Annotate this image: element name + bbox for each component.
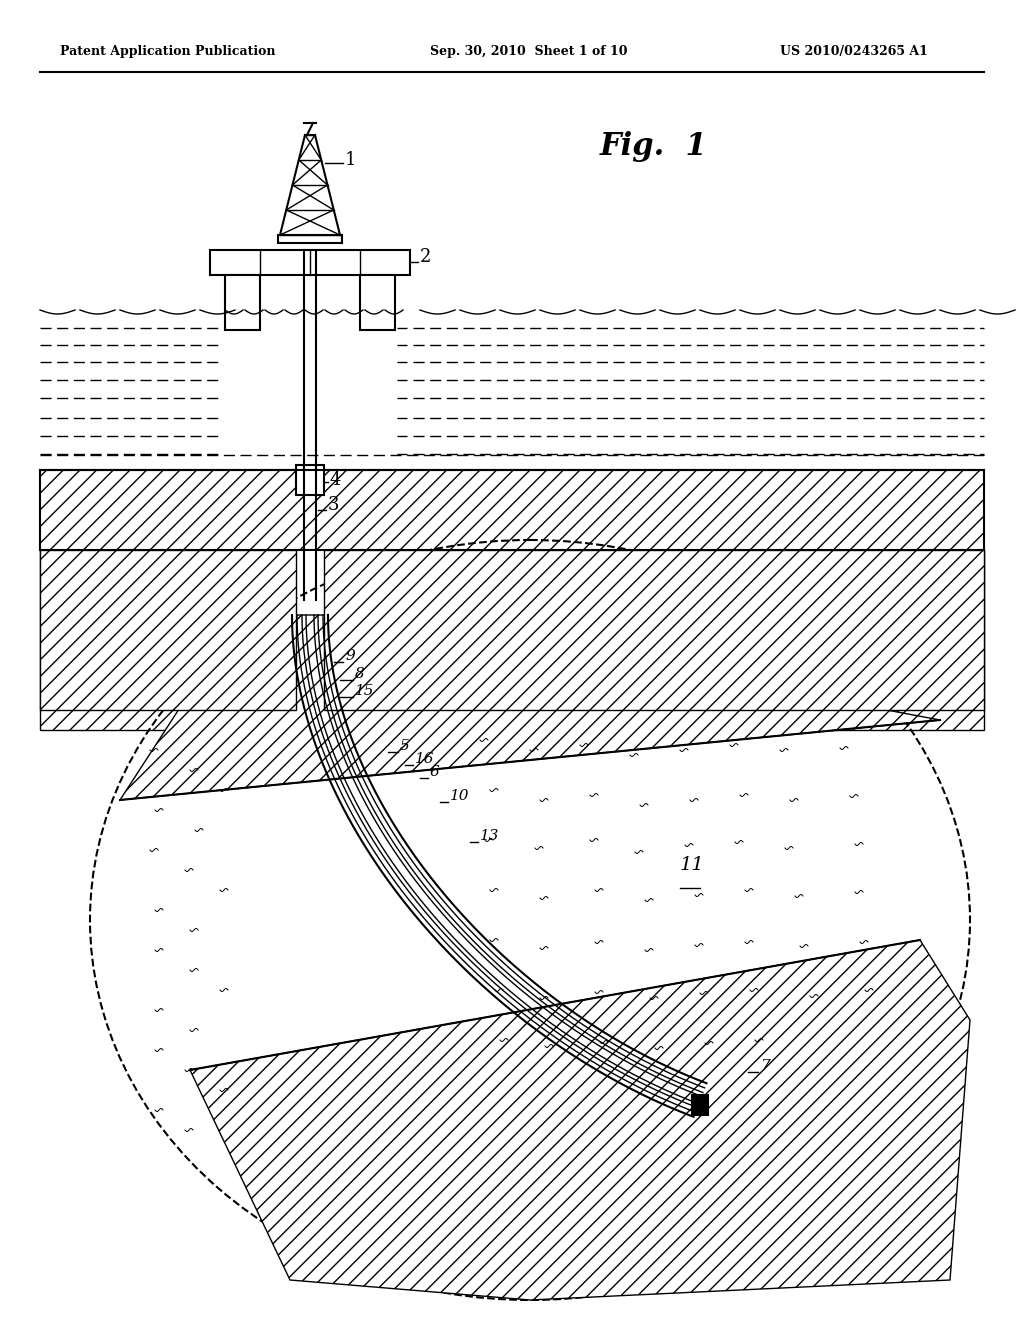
Text: 1: 1	[345, 150, 356, 169]
Text: 13: 13	[480, 829, 500, 843]
Text: 4: 4	[330, 471, 341, 488]
Text: Patent Application Publication: Patent Application Publication	[60, 45, 275, 58]
Text: Fig.  1: Fig. 1	[600, 131, 708, 162]
Bar	[40, 550, 296, 710]
Bar	[324, 550, 984, 710]
Bar	[360, 275, 395, 330]
Text: 5: 5	[400, 739, 410, 752]
Text: 2: 2	[420, 248, 431, 267]
Polygon shape	[190, 940, 970, 1300]
Text: 8: 8	[355, 667, 365, 681]
Polygon shape	[120, 615, 940, 800]
Text: 7: 7	[760, 1059, 770, 1073]
Text: 6: 6	[430, 766, 439, 779]
Bar	[380, 550, 984, 730]
Text: Sep. 30, 2010  Sheet 1 of 10: Sep. 30, 2010 Sheet 1 of 10	[430, 45, 628, 58]
Bar	[278, 235, 342, 243]
Text: 16: 16	[415, 752, 434, 766]
Bar	[40, 470, 984, 550]
Bar	[40, 550, 240, 730]
Text: 11: 11	[680, 855, 705, 874]
Text: 9: 9	[345, 649, 354, 663]
Bar	[296, 465, 324, 495]
Bar	[210, 249, 410, 275]
Text: 15: 15	[355, 684, 375, 698]
Text: 10: 10	[450, 789, 469, 803]
Text: 3: 3	[328, 496, 340, 513]
Bar	[225, 275, 260, 330]
Bar	[692, 1096, 708, 1115]
Text: US 2010/0243265 A1: US 2010/0243265 A1	[780, 45, 928, 58]
